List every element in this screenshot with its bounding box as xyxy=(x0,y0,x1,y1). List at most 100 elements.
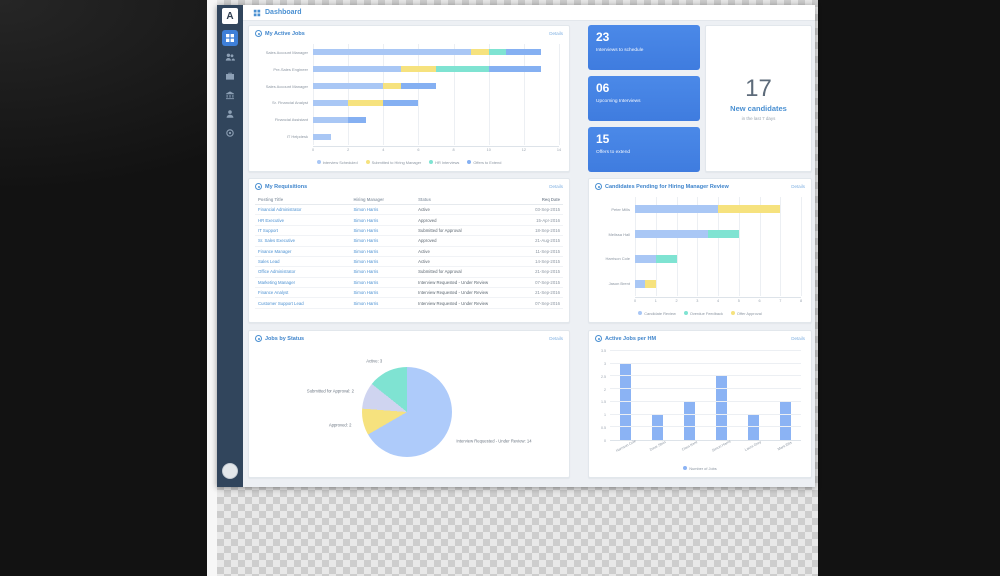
gridline xyxy=(610,426,801,428)
sidebar-item-departments[interactable] xyxy=(222,87,238,103)
gridline xyxy=(635,197,636,296)
posting-title-link[interactable]: Sr. Sales Executive xyxy=(255,235,351,247)
axis-tick-label: 1 xyxy=(654,299,657,303)
legend-swatch xyxy=(683,466,688,470)
bar-segment xyxy=(435,66,489,73)
stat-label: Offers to extend xyxy=(596,150,631,155)
hiring-manager-link[interactable]: Simon Harris xyxy=(350,235,416,247)
column-header[interactable]: Status xyxy=(415,195,511,205)
bar-segment xyxy=(635,279,646,288)
table-row: Marketing Manager Simon Harris Interview R… xyxy=(255,277,563,289)
legend-item: HR Interviews xyxy=(429,160,459,165)
hiring-manager-link[interactable]: Simon Harris xyxy=(350,204,416,216)
sidebar-item-dashboard[interactable] xyxy=(222,30,238,46)
details-link[interactable]: Details xyxy=(549,184,563,189)
building-icon xyxy=(226,91,234,100)
legend-label: HR Interviews xyxy=(435,159,460,165)
bar-segment xyxy=(400,66,436,73)
panel-title: Active Jobs per HM xyxy=(605,335,657,342)
legend-label: Number of Jobs xyxy=(689,465,717,471)
hiring-manager-link[interactable]: Simon Harris xyxy=(350,214,416,226)
bar-segment xyxy=(313,99,349,106)
bar-category-label: Jason Brent xyxy=(608,281,630,287)
table-row: IT Support Simon Harris Submitted for Appr… xyxy=(255,225,563,237)
new-candidates-sublabel: in the last 7 days xyxy=(741,115,776,121)
bar-row: Melissa Hall xyxy=(595,230,801,239)
bar-segment xyxy=(313,133,331,140)
axis-tick-label: 8 xyxy=(452,148,455,152)
user-avatar[interactable] xyxy=(222,463,238,479)
posting-title-link[interactable]: Finance Analyst xyxy=(255,287,351,299)
posting-title-link[interactable]: Finance Manager xyxy=(255,246,351,257)
jobs-per-hm-chart: 0 0.5 1 1.5 2 2.5 3 3.5 Harrison Cole Dave Stein C… xyxy=(595,347,805,473)
hiring-manager-link[interactable]: Simon Harris xyxy=(350,277,416,289)
stat-value: 06 xyxy=(596,81,610,95)
bar-segment xyxy=(645,279,656,288)
hiring-manager-link[interactable]: Simon Harris xyxy=(350,297,416,309)
posting-title-link[interactable]: IT Support xyxy=(255,225,351,237)
hiring-manager-link[interactable]: Simon Harris xyxy=(350,287,416,299)
stats-cards-column: 23 Interviews to schedule 06 Upcoming In… xyxy=(588,25,700,172)
panel-jobs-by-status: Jobs by Status Details Interview Request… xyxy=(248,330,570,478)
hiring-manager-link[interactable]: Simon Harris xyxy=(350,266,416,278)
axis-tick-label: 7 xyxy=(779,299,782,303)
axis-tick-label: 10 xyxy=(486,148,491,152)
status-cell: Interview Requested - Under Review xyxy=(415,277,511,289)
posting-title-link[interactable]: Office Administrator xyxy=(255,266,351,278)
details-link[interactable]: Details xyxy=(791,336,805,341)
sidebar-item-jobs[interactable] xyxy=(222,68,238,84)
panel-badge-icon xyxy=(255,183,262,190)
panel-badge-icon xyxy=(255,335,262,342)
req-date-cell: 07-Sep-2015 xyxy=(510,277,563,289)
panel-badge-icon xyxy=(595,183,602,190)
req-date-cell: 03-Sep-2015 xyxy=(510,204,563,216)
status-cell: Submitted for Approval xyxy=(415,225,511,237)
panel-candidates-pending: Candidates Pending for Hiring Manager Re… xyxy=(588,178,812,323)
panel-my-requisitions: My Requisitions Details Posting Title Hir… xyxy=(248,178,570,323)
stat-card-interviews-to-schedule[interactable]: 23 Interviews to schedule xyxy=(588,25,700,70)
stacked-bar xyxy=(635,254,801,263)
active-jobs-chart: Sales Account Manager Pre-Sales Engineer S… xyxy=(255,42,563,167)
legend-swatch xyxy=(316,160,321,164)
details-link[interactable]: Details xyxy=(791,184,805,189)
gridline xyxy=(348,44,350,145)
legend-label: Offer Approval xyxy=(736,310,762,316)
stacked-bar xyxy=(313,133,559,140)
sidebar-item-profile[interactable] xyxy=(222,106,238,122)
new-candidates-card[interactable]: 17 New candidates in the last 7 days xyxy=(705,25,812,172)
person-icon xyxy=(226,110,234,118)
gridline xyxy=(523,44,525,145)
bar-category-label: Sales Account Manager xyxy=(265,83,308,89)
axis-tick-label: 1.5 xyxy=(601,400,606,405)
hiring-manager-link[interactable]: Simon Harris xyxy=(350,256,416,268)
sidebar-item-settings[interactable] xyxy=(222,125,238,141)
axis-tick-label: 3 xyxy=(696,299,699,303)
column-header[interactable]: Hiring Manager xyxy=(350,195,416,205)
stat-card-offers-to-extend[interactable]: 15 Offers to extend xyxy=(588,127,700,172)
column-header[interactable]: Req Date xyxy=(510,195,563,205)
status-cell: Active xyxy=(415,204,511,216)
posting-title-link[interactable]: Financial Administrator xyxy=(255,204,351,216)
bar-category-slot: Clara Kent xyxy=(674,440,706,462)
posting-title-link[interactable]: Customer Support Lead xyxy=(255,297,351,309)
legend-swatch xyxy=(429,160,434,164)
hiring-manager-link[interactable]: Simon Harris xyxy=(350,225,416,237)
hiring-manager-link[interactable]: Simon Harris xyxy=(350,246,416,257)
stat-label: Upcoming Interviews xyxy=(596,99,641,104)
column-header[interactable]: Posting Title xyxy=(255,195,351,205)
table-row: Sr. Sales Executive Simon Harris Approved 2… xyxy=(255,235,563,247)
sidebar-item-candidates[interactable] xyxy=(222,49,238,65)
posting-title-link[interactable]: Sales Lead xyxy=(255,256,351,268)
gridline xyxy=(697,197,699,296)
stacked-bar xyxy=(635,205,801,214)
details-link[interactable]: Details xyxy=(549,336,563,341)
gridline xyxy=(759,197,761,296)
details-link[interactable]: Details xyxy=(549,31,563,36)
legend-item: Candidate Review xyxy=(638,311,676,316)
posting-title-link[interactable]: HR Executive xyxy=(255,214,351,226)
table-row: HR Executive Simon Harris Approved 15-Apr-2… xyxy=(255,214,563,226)
table-row: Sales Lead Simon Harris Active 14-Sep-2015 xyxy=(255,256,563,268)
legend-label: Candidate Review xyxy=(644,310,676,316)
posting-title-link[interactable]: Marketing Manager xyxy=(255,277,351,289)
stat-card-upcoming-interviews[interactable]: 06 Upcoming Interviews xyxy=(588,76,700,121)
